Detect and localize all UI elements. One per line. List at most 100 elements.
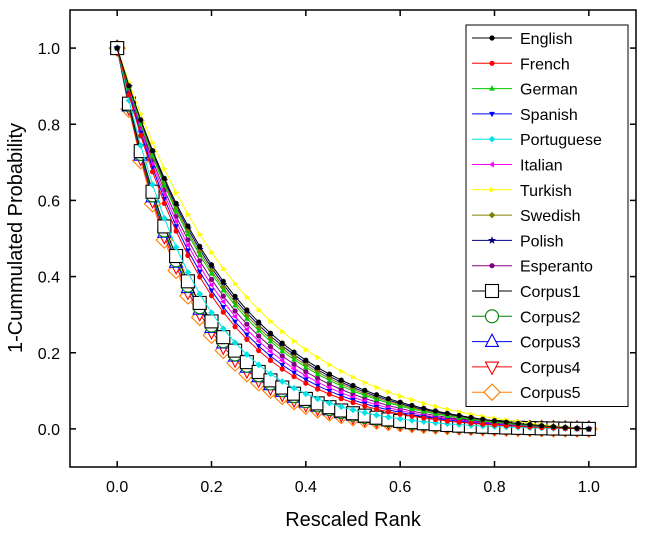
data-point — [138, 133, 144, 139]
data-point — [527, 422, 533, 428]
data-point — [209, 249, 215, 256]
data-point — [174, 189, 180, 196]
data-point — [303, 380, 309, 386]
data-point — [385, 396, 391, 402]
data-point — [220, 304, 227, 311]
data-point — [373, 392, 380, 398]
data-point — [221, 265, 227, 272]
data-point — [373, 411, 380, 419]
legend-label: Italian — [520, 158, 563, 175]
data-point — [150, 139, 156, 146]
x-tick-label: 0.4 — [295, 479, 317, 496]
data-point — [185, 230, 191, 237]
data-point — [385, 399, 392, 405]
legend-label: Corpus2 — [520, 309, 581, 326]
data-point — [173, 207, 179, 214]
data-point — [303, 357, 309, 363]
legend-item: French — [472, 56, 570, 73]
legend-item: Corpus2 — [472, 309, 581, 326]
legend-marker — [489, 85, 495, 91]
data-point — [550, 424, 557, 430]
data-point — [173, 228, 179, 234]
data-point — [326, 399, 333, 407]
data-point — [231, 339, 239, 346]
data-point — [232, 308, 238, 314]
data-point — [491, 422, 498, 428]
data-point — [244, 332, 250, 338]
data-point — [173, 224, 179, 230]
x-tick-label: 0.6 — [389, 479, 411, 496]
data-point — [290, 365, 297, 372]
data-point — [197, 258, 203, 264]
data-point — [184, 242, 190, 249]
data-point — [114, 45, 120, 51]
x-tick-label: 1.0 — [578, 479, 600, 496]
data-point — [337, 403, 345, 411]
data-point — [314, 379, 320, 386]
data-point — [432, 408, 439, 414]
data-point — [160, 191, 167, 198]
legend-marker — [484, 361, 500, 376]
data-point — [444, 410, 450, 416]
legend-marker — [484, 283, 500, 299]
x-tick-label: 0.8 — [483, 479, 505, 496]
data-point — [338, 382, 345, 389]
legend-item: Polish — [472, 233, 564, 250]
legend-label: Corpus1 — [520, 284, 581, 301]
data-point — [184, 269, 192, 276]
data-point — [409, 413, 415, 419]
legend-item: Turkish — [472, 183, 572, 200]
data-point — [279, 340, 285, 346]
data-point — [196, 251, 203, 258]
legend-marker — [489, 186, 496, 193]
data-point — [456, 419, 462, 425]
data-point — [291, 370, 297, 377]
data-point — [216, 330, 231, 345]
legend-item: Corpus5 — [472, 383, 581, 402]
data-point — [157, 219, 172, 234]
x-tick-label: 0.2 — [200, 479, 222, 496]
data-point — [396, 415, 404, 423]
data-point — [338, 377, 344, 383]
data-point — [338, 396, 344, 402]
data-point — [161, 214, 168, 222]
series-corpus1 — [110, 41, 596, 436]
data-point — [326, 391, 333, 397]
data-point — [290, 384, 298, 392]
legend-item: Corpus1 — [472, 283, 581, 301]
data-point — [267, 357, 274, 363]
legend-label: English — [520, 31, 572, 48]
legend-item: Corpus4 — [472, 360, 581, 377]
x-tick-label: 0.0 — [106, 479, 128, 496]
data-point — [315, 386, 321, 392]
y-tick-label: 0.2 — [38, 346, 60, 363]
data-point — [268, 318, 274, 325]
legend-label: Turkish — [520, 183, 572, 200]
data-point — [421, 405, 427, 411]
data-point — [409, 402, 415, 409]
data-point — [350, 387, 356, 393]
data-point — [302, 377, 309, 383]
legend-marker — [488, 211, 496, 219]
data-point — [302, 372, 308, 379]
data-point — [326, 389, 333, 395]
legend-label: German — [520, 82, 578, 99]
data-point — [291, 361, 297, 367]
data-point — [420, 408, 427, 414]
data-point — [291, 338, 298, 344]
data-point — [444, 418, 450, 424]
data-point — [267, 353, 274, 360]
legend-item: Portuguese — [472, 132, 602, 149]
data-point — [196, 290, 204, 298]
axes-ticks: 0.0 0.2 0.4 0.6 0.8 1.0 0.0 0.2 0.4 0.6 0.8 1.0 — [38, 10, 636, 496]
data-point — [172, 218, 179, 225]
data-point — [468, 414, 474, 421]
data-point — [315, 354, 322, 361]
data-point — [208, 309, 215, 316]
data-point — [279, 347, 286, 354]
data-point — [208, 262, 215, 268]
data-point — [303, 369, 309, 375]
data-point — [244, 321, 250, 327]
legend-marker — [488, 236, 496, 244]
legend-item: Italian — [472, 158, 563, 175]
